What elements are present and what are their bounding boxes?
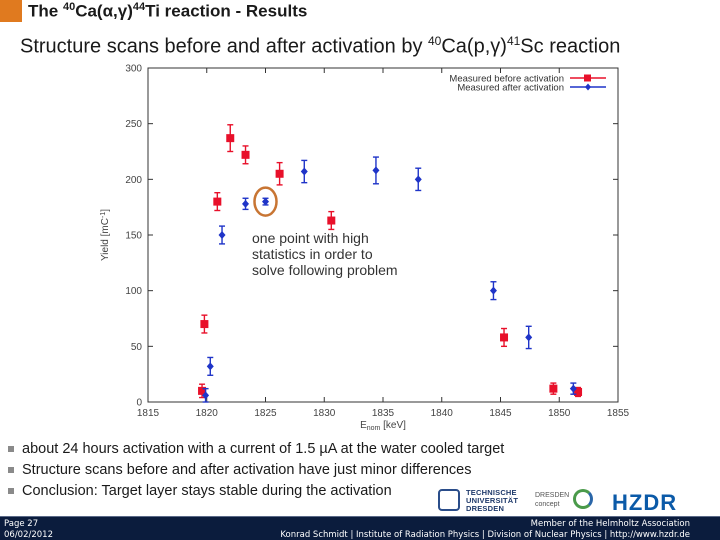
diamond-marker <box>218 231 226 239</box>
after-activation-point <box>206 356 214 376</box>
tud-line3: DRESDEN <box>466 504 505 513</box>
highlight-circle <box>253 186 278 217</box>
diamond-marker <box>262 197 269 206</box>
footer-divider <box>0 516 720 517</box>
diamond-marker <box>525 333 533 342</box>
square-marker <box>226 134 235 143</box>
before-activation-point <box>275 161 284 186</box>
diamond-marker <box>300 167 308 176</box>
hzdr-logo: HZDR <box>612 490 678 515</box>
y-axis-label: Yield [mC-1] <box>100 209 111 261</box>
before-activation-point <box>200 314 209 334</box>
before-activation-point <box>500 327 509 348</box>
legend-label: Measured before activation <box>449 74 564 85</box>
slide-subtitle: Structure scans before and after activat… <box>20 34 621 58</box>
x-tick-label: 1825 <box>254 408 277 419</box>
square-marker <box>500 333 509 342</box>
y-tick-label: 300 <box>125 64 142 75</box>
square-marker <box>327 216 336 225</box>
diamond-marker <box>206 362 214 371</box>
dc-line1: DRESDEN <box>535 492 570 499</box>
square-marker <box>549 384 558 393</box>
after-activation-point <box>242 197 250 211</box>
bullet-list: about 24 hours activation with a current… <box>6 439 504 502</box>
bullet-item: about 24 hours activation with a current… <box>6 439 504 460</box>
y-tick-label: 150 <box>125 231 142 242</box>
before-activation-point <box>327 210 336 231</box>
diamond-marker <box>202 391 210 400</box>
x-tick-label: 1855 <box>607 408 630 419</box>
y-tick-label: 0 <box>136 398 142 409</box>
x-tick-label: 1835 <box>372 408 395 419</box>
after-activation-point <box>202 387 210 403</box>
x-tick-label: 1815 <box>137 408 160 419</box>
tu-dresden-logo: TECHNISCHE UNIVERSITÄT DRESDEN <box>438 487 528 517</box>
tud-line1: TECHNISCHE <box>466 488 517 497</box>
x-tick-label: 1850 <box>548 408 571 419</box>
dresden-concept-logo: DRESDEN concept <box>535 489 600 517</box>
slide-title: The 40Ca(α,γ)44Ti reaction - Results <box>28 1 308 21</box>
footer-bar-left <box>0 516 240 540</box>
before-activation-point <box>241 145 250 165</box>
tu-emblem-icon <box>438 489 460 511</box>
x-tick-label: 1820 <box>196 408 219 419</box>
footer-member: Member of the Helmholtz Association <box>530 519 690 529</box>
bullet-item: Structure scans before and after activat… <box>6 460 504 481</box>
x-tick-label: 1830 <box>313 408 336 419</box>
after-activation-point <box>218 225 226 245</box>
footer-credits: Konrad Schmidt | Institute of Radiation … <box>280 530 690 540</box>
diamond-marker <box>414 175 422 184</box>
square-marker <box>200 320 209 329</box>
before-activation-point <box>549 382 558 395</box>
footer-bar-right <box>240 516 720 540</box>
x-tick-label: 1845 <box>489 408 512 419</box>
square-marker <box>213 197 222 206</box>
diamond-marker <box>489 286 497 295</box>
y-tick-label: 50 <box>131 342 143 353</box>
after-activation-point <box>300 159 308 184</box>
after-activation-point <box>569 382 577 395</box>
y-tick-label: 250 <box>125 119 142 130</box>
dc-ring-icon <box>573 489 593 509</box>
after-activation-point <box>489 281 497 301</box>
x-tick-label: 1840 <box>431 408 454 419</box>
square-marker <box>241 150 250 159</box>
dc-line2: concept <box>535 501 560 508</box>
diamond-marker <box>372 166 380 175</box>
legend-label: Measured after activation <box>457 83 564 94</box>
chart-annotation: one point with high statistics in order … <box>252 230 398 278</box>
tud-line2: UNIVERSITÄT <box>466 496 519 505</box>
square-marker <box>275 169 284 178</box>
y-tick-label: 100 <box>125 286 142 297</box>
square-marker <box>574 387 583 396</box>
square-marker <box>198 386 207 395</box>
x-axis-label: Enom [keV] <box>360 420 406 432</box>
bullet-item: Conclusion: Target layer stays stable du… <box>6 481 504 502</box>
diamond-marker <box>242 199 250 208</box>
page-number: Page 27 <box>4 519 39 529</box>
after-activation-point <box>414 167 422 192</box>
before-activation-point <box>574 386 583 398</box>
legend-square-marker <box>584 74 591 82</box>
before-activation-point <box>226 124 235 153</box>
footer-date: 06/02/2012 <box>4 530 53 540</box>
before-activation-point <box>213 191 222 212</box>
legend-diamond-marker <box>585 83 591 91</box>
after-activation-point <box>262 197 269 206</box>
after-activation-point <box>372 156 380 185</box>
title-accent-square <box>0 0 22 22</box>
diamond-marker <box>569 384 577 393</box>
y-tick-label: 200 <box>125 175 142 186</box>
after-activation-point <box>525 325 533 350</box>
